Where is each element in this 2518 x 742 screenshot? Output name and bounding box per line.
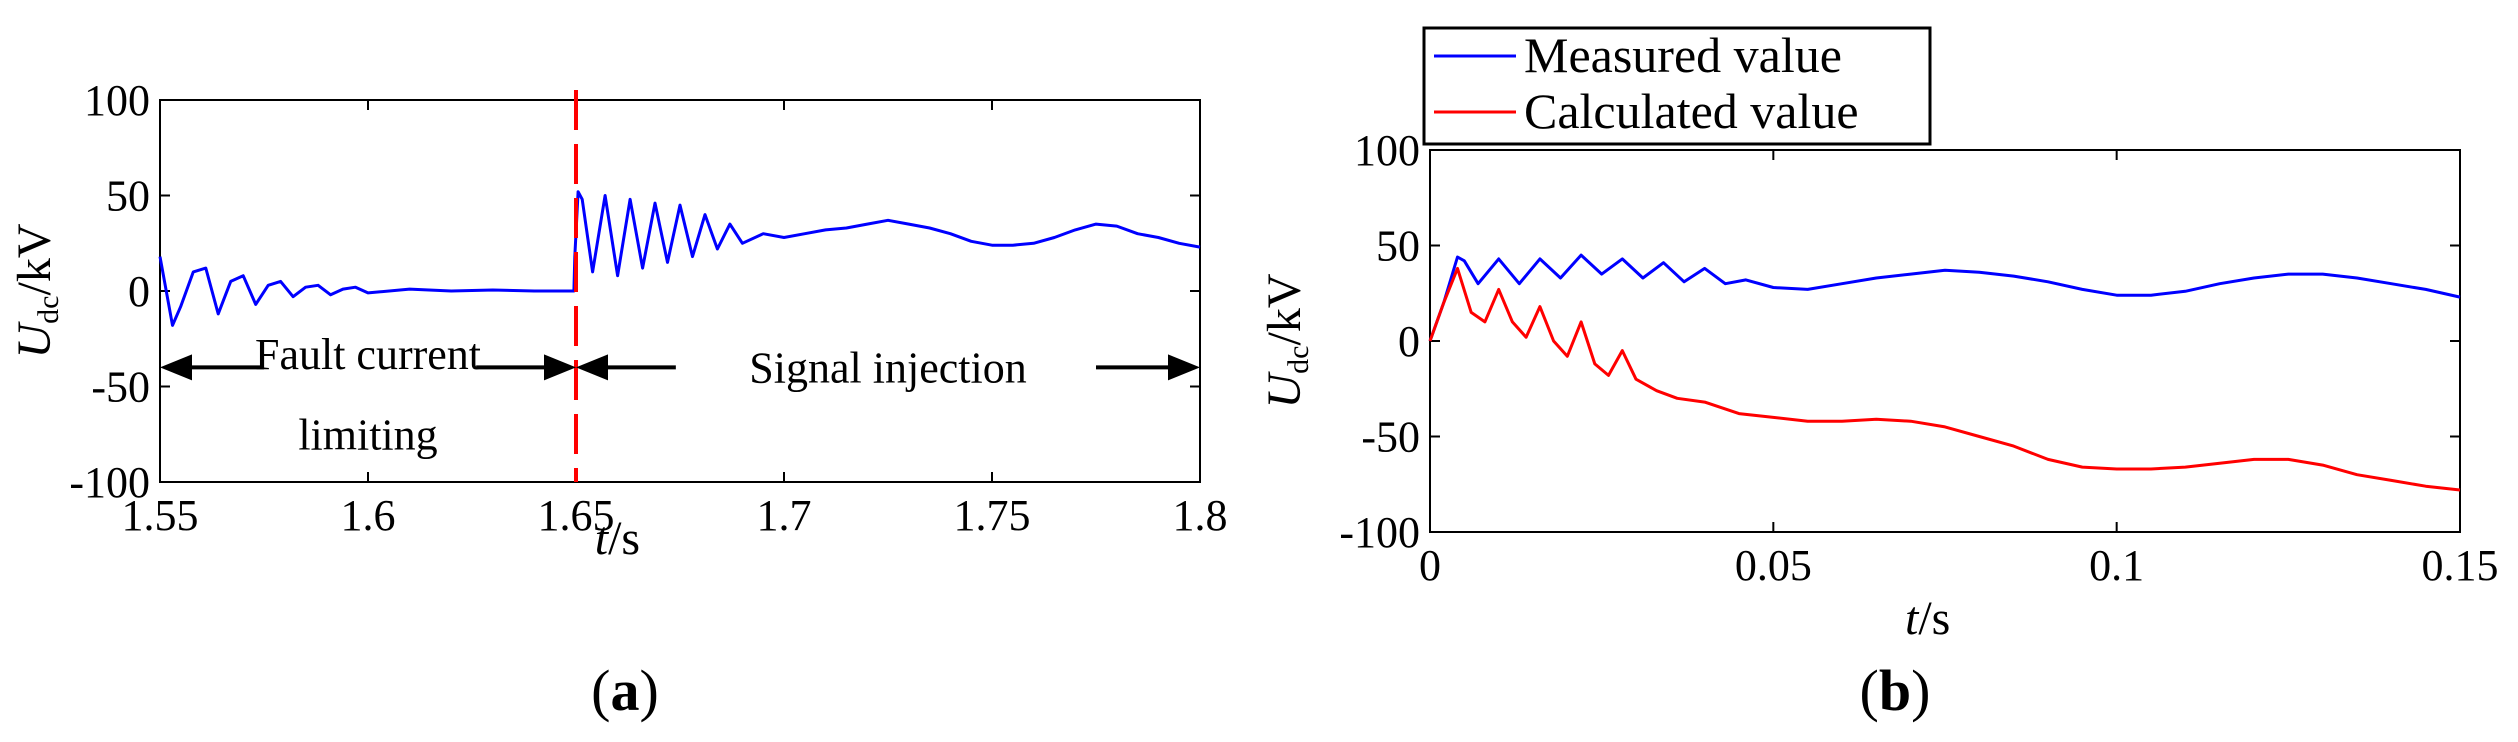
x-tick-label: 1.8 [1173, 491, 1228, 540]
chart-a-x-ticks: 1.55 1.6 1.65 1.7 1.75 1.8 [122, 100, 1228, 540]
annotation-arrow-head [160, 354, 192, 381]
chart-b-x-axis-label: t/s [1905, 592, 1950, 645]
y-tick-label: -100 [69, 458, 150, 507]
y-tick-label: 100 [1354, 126, 1420, 175]
legend-box [1422, 26, 1932, 146]
chart-a-x-axis-label: t/s [595, 512, 640, 565]
series-line-measured-value [1428, 253, 2461, 342]
x-tick-label: 1.65 [538, 491, 615, 540]
x-tick-label: 0.1 [2089, 541, 2144, 590]
y-tick-label: 0 [1398, 317, 1420, 366]
annotation-arrow-head [1168, 354, 1200, 381]
chart-b-plot-frame [1429, 149, 2461, 533]
chart-b-y-ticks: 100 50 0 -50 -100 [1339, 126, 2460, 557]
y-tick-label: 50 [1376, 222, 1420, 271]
annotation-text: Fault current [255, 330, 481, 379]
chart-a: 100 50 0 -50 -100 1.55 1.6 1.65 1.7 1.75 1.8 Faul… [8, 76, 1228, 723]
y-tick-label: -50 [1361, 413, 1420, 462]
chart-a-series-group [158, 190, 1201, 327]
chart-a-y-ticks: 100 50 0 -50 -100 [69, 76, 1200, 507]
x-tick-label: 0.05 [1735, 541, 1812, 590]
series-line-calculated-value [1428, 266, 2461, 492]
legend-entry-label: Calculated value [1524, 83, 1859, 139]
y-tick-label: 100 [84, 76, 150, 125]
chart-a-annotations: Fault current limiting Signal injection [255, 330, 1027, 459]
chart-b-series-group [1428, 253, 2461, 492]
annotation-arrow-head [544, 354, 576, 381]
legend-entry-label: Measured value [1524, 27, 1842, 83]
chart-a-arrows [160, 354, 1200, 381]
y-tick-label: -100 [1339, 508, 1420, 557]
annotation-text: Signal injection [749, 343, 1026, 392]
chart-a-caption: (a) [591, 658, 659, 723]
y-tick-label: 50 [106, 172, 150, 221]
x-tick-label: 1.55 [122, 491, 199, 540]
chart-b-y-axis-label: Udc/kV [1258, 273, 1315, 408]
annotation-arrow-head [576, 354, 608, 381]
chart-b-x-ticks: 0 0.05 0.1 0.15 [1419, 150, 2499, 590]
x-tick-label: 0 [1419, 541, 1441, 590]
series-line-series-0 [158, 190, 1201, 327]
x-tick-label: 0.15 [2422, 541, 2499, 590]
chart-a-y-axis-label: Udc/kV [8, 223, 65, 358]
x-tick-label: 1.75 [954, 491, 1031, 540]
chart-b-caption: (b) [1860, 658, 1931, 723]
y-tick-label: 0 [128, 267, 150, 316]
annotation-text: limiting [298, 410, 437, 459]
y-tick-label: -50 [91, 363, 150, 412]
x-tick-label: 1.7 [757, 491, 812, 540]
chart-b: 100 50 0 -50 -100 0 0.05 0.1 0.15 Measured valu… [1258, 26, 2499, 723]
x-tick-label: 1.6 [341, 491, 396, 540]
